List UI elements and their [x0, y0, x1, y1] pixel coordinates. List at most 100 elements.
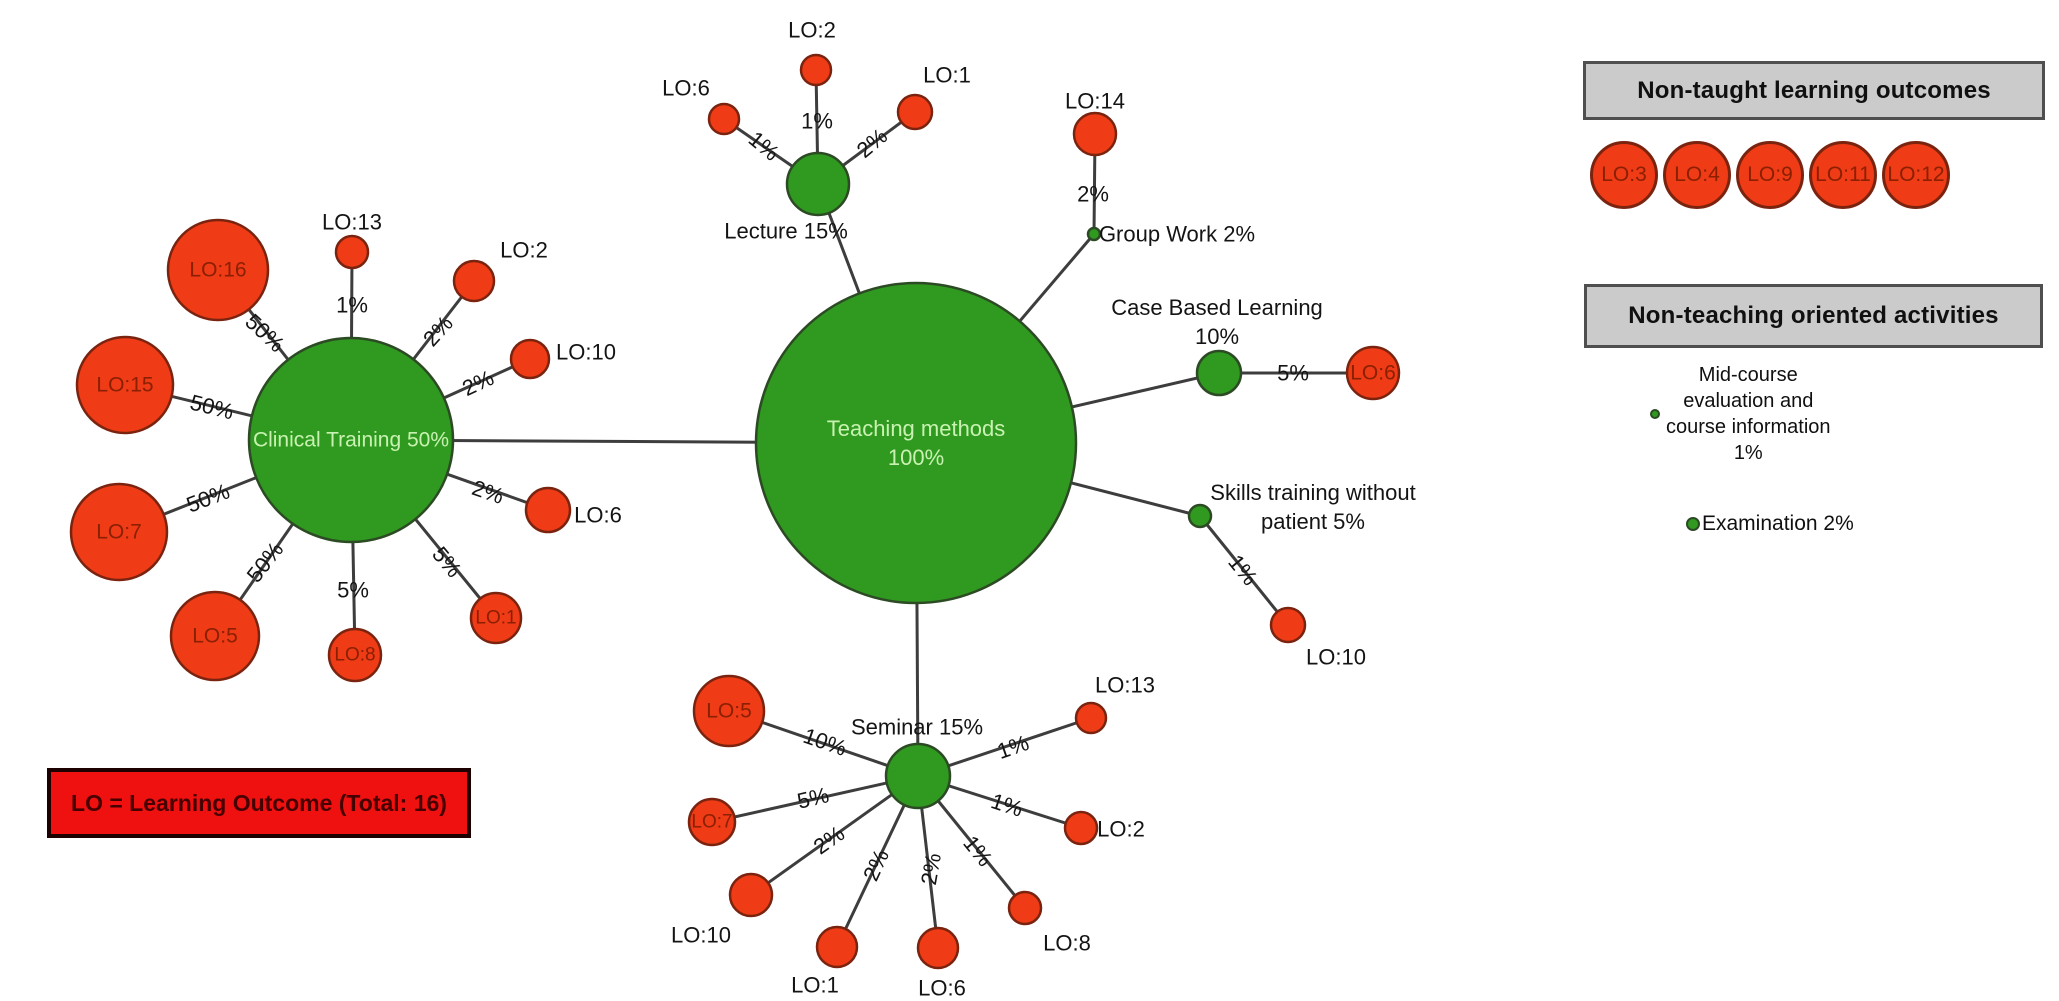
edge-label-clinical-c13: 1%: [336, 293, 368, 318]
node-label-casebased: 10%: [1195, 324, 1239, 349]
edge-label-seminar-se6: 2%: [916, 851, 946, 887]
edge-seminar-se7: [711, 774, 919, 824]
node-l6: [707, 102, 741, 136]
edge-seminar-se10: [750, 774, 919, 897]
legend-circle-lo-12: LO:12: [1882, 141, 1950, 209]
node-label-cb6: LO:6: [1350, 362, 1396, 385]
edge-label-seminar-se13: 1%: [994, 730, 1032, 764]
node-label-seminar: Seminar 15%: [851, 715, 983, 740]
node-c6: [524, 486, 572, 534]
edge-label-groupwork-g14: 2%: [1077, 182, 1109, 207]
node-label-groupwork: Group Work 2%: [1099, 222, 1255, 247]
node-label-c13: LO:13: [322, 210, 382, 235]
node-label-se8: LO:8: [1043, 931, 1091, 956]
node-label-l6: LO:6: [662, 76, 710, 101]
node-se1: [815, 925, 859, 969]
edge-label-clinical-c15: 50%: [188, 390, 237, 425]
legend-circle-lo-4: LO:4: [1663, 141, 1731, 209]
node-label-se2: LO:2: [1097, 817, 1145, 842]
node-s10: [1269, 606, 1307, 644]
node-label-se1: LO:1: [791, 973, 839, 998]
node-label-clinical: Clinical Training 50%: [253, 429, 449, 452]
node-label-lecture: Lecture 15%: [724, 219, 848, 244]
non-taught-circles: LO:3 LO:4 LO:9 LO:11 LO:12: [1590, 141, 1950, 209]
edge-label-lecture-l2: 1%: [801, 109, 833, 134]
node-label-skills: patient 5%: [1261, 509, 1365, 534]
node-c1: [469, 591, 523, 645]
edge-label-seminar-se1: 2%: [858, 845, 894, 884]
node-label-teaching: 100%: [888, 445, 944, 470]
node-label-l1: LO:1: [923, 63, 971, 88]
edge-label-clinical-c6: 2%: [469, 475, 507, 509]
edge-label-seminar-se5: 10%: [800, 723, 850, 761]
node-seminar: [884, 742, 952, 810]
edge-label-clinical-c8: 5%: [337, 578, 369, 603]
mid-course-item: Mid-course evaluation and course informa…: [1650, 362, 1916, 466]
node-label-se13: LO:13: [1095, 673, 1155, 698]
node-lecture: [785, 151, 851, 217]
non-taught-panel: Non-taught learning outcomes: [1583, 61, 2045, 120]
legend-circle-lo-3: LO:3: [1590, 141, 1658, 209]
node-label-se10: LO:10: [671, 923, 731, 948]
node-l1: [896, 93, 934, 131]
node-se5: [692, 674, 766, 748]
non-taught-header: Non-taught learning outcomes: [1637, 76, 1991, 104]
node-skills: [1187, 503, 1213, 529]
edge-label-clinical-c10: 2%: [458, 365, 497, 401]
node-label-c5: LO:5: [192, 625, 238, 648]
node-groupwork: [1086, 226, 1102, 242]
node-label-c2: LO:2: [500, 238, 548, 263]
node-clinical: [247, 336, 455, 544]
node-se6: [916, 926, 960, 970]
non-teaching-panel: Non-teaching oriented activities: [1584, 284, 2043, 348]
examination-dot-icon: [1686, 517, 1700, 531]
edge-label-lecture-l1: 2%: [852, 123, 892, 163]
edge-label-seminar-se10: 2%: [809, 821, 849, 860]
edge-label-lecture-l6: 1%: [744, 126, 784, 166]
node-label-skills: Skills training without: [1210, 480, 1415, 505]
examination-label: Examination 2%: [1702, 512, 1854, 535]
node-label-l2: LO:2: [788, 18, 836, 43]
node-c16: [166, 218, 270, 322]
node-se8: [1007, 890, 1043, 926]
node-se13: [1074, 701, 1108, 735]
node-se10: [728, 872, 774, 918]
node-label-c10: LO:10: [556, 340, 616, 365]
node-l2: [799, 53, 833, 87]
node-label-se5: LO:5: [706, 700, 752, 723]
node-label-s10: LO:10: [1306, 645, 1366, 670]
node-c8: [327, 627, 383, 683]
examination-item: Examination 2%: [1686, 509, 1854, 539]
node-c10: [509, 338, 551, 380]
node-label-c7: LO:7: [96, 521, 142, 544]
legend-circle-lo-9: LO:9: [1736, 141, 1804, 209]
node-c7: [69, 482, 169, 582]
node-label-casebased: Case Based Learning: [1111, 295, 1323, 320]
node-label-se7: LO:7: [691, 812, 732, 833]
node-label-g14: LO:14: [1065, 89, 1125, 114]
node-c13: [334, 234, 370, 270]
node-label-c15: LO:15: [96, 374, 153, 397]
edge-label-clinical-c7: 50%: [183, 478, 233, 517]
edge-label-casebased-cb6: 5%: [1277, 361, 1309, 386]
node-c15: [75, 335, 175, 435]
legend-circle-lo-11: LO:11: [1809, 141, 1877, 209]
node-teaching: [754, 281, 1078, 605]
node-casebased: [1195, 349, 1243, 397]
edge-skills-s10: [1198, 515, 1290, 626]
node-label-c6: LO:6: [574, 503, 622, 528]
mid-course-label: Mid-course evaluation and course informa…: [1666, 364, 1831, 464]
node-label-se6: LO:6: [918, 976, 966, 1001]
node-se2: [1063, 810, 1099, 846]
node-g14: [1072, 111, 1118, 157]
node-label-teaching: Teaching methods: [827, 416, 1006, 441]
node-label-c16: LO:16: [189, 259, 246, 282]
node-c5: [169, 590, 261, 682]
edge-label-seminar-se2: 1%: [988, 788, 1026, 822]
edge-label-clinical-c5: 50%: [242, 537, 289, 587]
non-teaching-header: Non-teaching oriented activities: [1628, 302, 1999, 329]
node-c2: [452, 259, 496, 303]
edge-label-seminar-se7: 5%: [795, 782, 832, 814]
